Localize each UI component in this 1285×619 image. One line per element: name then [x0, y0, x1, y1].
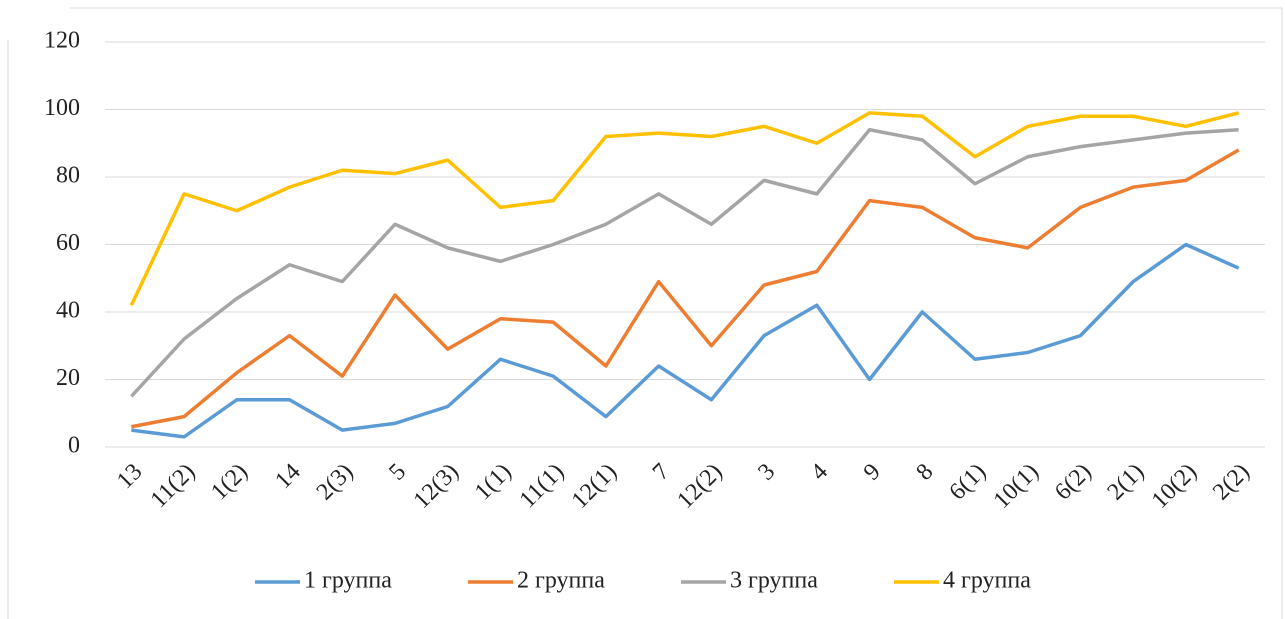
x-tick-label: 1(2) — [206, 459, 253, 506]
x-tick-label: 11(2) — [146, 459, 201, 514]
legend-label: 4 группа — [943, 568, 1031, 594]
legend-label: 3 группа — [730, 568, 818, 594]
x-tick-label: 12(1) — [567, 459, 622, 514]
series-line — [129, 111, 1240, 306]
x-tick-label: 2(3) — [312, 459, 359, 506]
x-tick-label: 3 — [753, 459, 780, 486]
x-tick-label: 1(1) — [470, 459, 517, 506]
y-tick-label: 100 — [44, 95, 80, 121]
y-tick-label: 60 — [56, 230, 80, 256]
x-tick-label: 12(2) — [672, 459, 727, 514]
series-line — [131, 148, 1240, 429]
x-tick-label: 8 — [912, 459, 939, 486]
legend-label: 2 группа — [517, 568, 605, 594]
x-tick-label: 12(3) — [409, 459, 464, 514]
x-tick-label: 2(1) — [1103, 459, 1150, 506]
x-tick-label: 2(2) — [1208, 459, 1255, 506]
x-tick-label: 11(1) — [515, 459, 570, 514]
x-tick-label: 13 — [112, 459, 147, 494]
y-tick-label: 0 — [68, 433, 80, 459]
x-tick-label: 4 — [806, 459, 833, 486]
x-tick-label: 6(2) — [1050, 459, 1097, 506]
x-tick-label: 14 — [270, 459, 305, 494]
x-tick-label: 9 — [859, 459, 886, 486]
y-tick-label: 120 — [44, 28, 80, 54]
x-tick-label: 6(1) — [944, 459, 991, 506]
x-tick-label: 10(2) — [1147, 459, 1202, 514]
series-line — [131, 242, 1240, 439]
x-tick-label: 5 — [384, 459, 411, 486]
x-tick-label: 7 — [648, 459, 675, 486]
series-line — [130, 128, 1239, 398]
y-tick-label: 80 — [56, 163, 80, 189]
x-tick-label: 10(1) — [989, 459, 1044, 514]
legend-label: 1 группа — [304, 568, 392, 594]
chart-frame — [7, 7, 1283, 619]
y-tick-label: 40 — [56, 298, 80, 324]
y-tick-label: 20 — [56, 365, 80, 391]
